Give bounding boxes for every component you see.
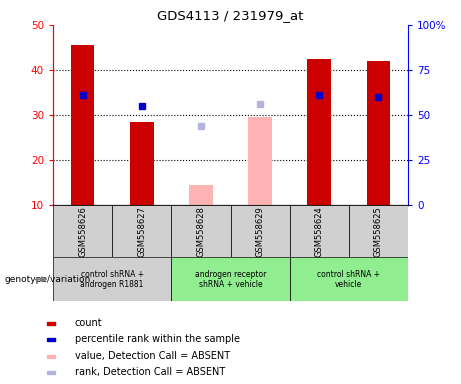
- Bar: [307, 59, 331, 205]
- Text: rank, Detection Call = ABSENT: rank, Detection Call = ABSENT: [75, 367, 225, 377]
- Text: GSM558628: GSM558628: [196, 206, 206, 257]
- Bar: [47, 371, 55, 374]
- Bar: [171, 205, 230, 257]
- Text: androgen receptor
shRNA + vehicle: androgen receptor shRNA + vehicle: [195, 270, 266, 289]
- Bar: [112, 205, 171, 257]
- Text: percentile rank within the sample: percentile rank within the sample: [75, 334, 240, 344]
- Text: genotype/variation: genotype/variation: [5, 275, 91, 284]
- Bar: [130, 122, 154, 205]
- Bar: [47, 338, 55, 341]
- Bar: [71, 45, 95, 205]
- Bar: [47, 354, 55, 358]
- Bar: [290, 205, 349, 257]
- Bar: [349, 205, 408, 257]
- Bar: [366, 61, 390, 205]
- Text: GSM558627: GSM558627: [137, 206, 146, 257]
- Bar: [230, 205, 290, 257]
- Text: GSM558626: GSM558626: [78, 206, 87, 257]
- Bar: [248, 118, 272, 205]
- Bar: [53, 205, 112, 257]
- Text: control shRNA +
vehicle: control shRNA + vehicle: [317, 270, 380, 289]
- Text: count: count: [75, 318, 102, 328]
- Text: GSM558625: GSM558625: [374, 206, 383, 257]
- Text: GSM558624: GSM558624: [315, 206, 324, 257]
- Text: GSM558629: GSM558629: [255, 206, 265, 257]
- Bar: [53, 257, 171, 301]
- Bar: [47, 322, 55, 325]
- Text: control shRNA +
androgen R1881: control shRNA + androgen R1881: [81, 270, 144, 289]
- Text: value, Detection Call = ABSENT: value, Detection Call = ABSENT: [75, 351, 230, 361]
- Title: GDS4113 / 231979_at: GDS4113 / 231979_at: [157, 9, 304, 22]
- Bar: [171, 257, 290, 301]
- Bar: [189, 185, 213, 205]
- Bar: [290, 257, 408, 301]
